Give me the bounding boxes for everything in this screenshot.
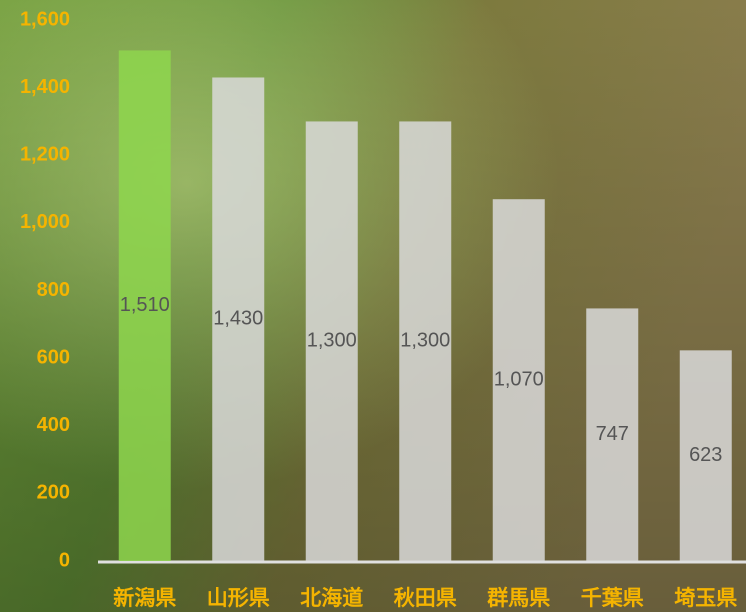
value-label: 1,300 [307,330,357,352]
y-tick-label: 600 [37,346,70,368]
x-tick-label: 千葉県 [581,586,644,610]
x-tick-label: 埼玉県 [674,586,737,610]
value-label: 1,430 [213,308,263,330]
y-tick-label: 1,200 [20,144,70,166]
bar [118,50,171,562]
y-tick-label: 1,000 [20,211,70,233]
y-tick-label: 400 [37,414,70,436]
x-tick-label: 新潟県 [113,586,176,610]
bar [586,308,639,561]
y-tick-label: 0 [59,549,70,571]
value-label: 623 [689,444,722,466]
value-label: 1,510 [120,294,170,316]
bar [399,121,452,561]
bar [212,77,265,561]
x-tick-label: 山形県 [207,586,270,610]
y-tick-label: 1,600 [20,8,70,30]
bar [305,121,358,561]
x-tick-label: 北海道 [300,586,363,610]
bar [679,350,732,561]
value-label: 747 [596,423,629,445]
value-label: 1,300 [400,330,450,352]
bar [492,199,545,562]
x-tick-label: 群馬県 [487,586,550,610]
y-tick-label: 800 [37,279,70,301]
x-tick-label: 秋田県 [394,586,457,610]
value-label: 1,070 [494,368,544,390]
y-tick-label: 1,400 [20,76,70,98]
y-tick-label: 200 [37,482,70,504]
